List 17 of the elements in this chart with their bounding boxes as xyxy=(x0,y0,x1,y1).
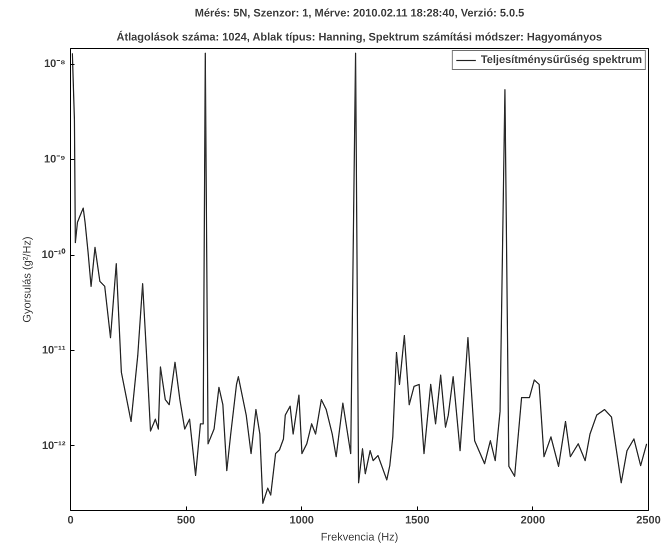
y-tick-label: 10⁻⁹ xyxy=(44,154,66,166)
y-tick-label: 10⁻¹¹ xyxy=(42,344,66,356)
x-tick-label: 2500 xyxy=(636,514,661,526)
y-tick-label: 10⁻¹² xyxy=(42,440,66,452)
x-axis-title: Frekvencia (Hz) xyxy=(320,532,398,544)
chart-title: Mérés: 5N, Szenzor: 1, Mérve: 2010.02.11 18:28:40, Verzió: 5.0.5 xyxy=(194,8,524,20)
x-tick-label: 1000 xyxy=(289,514,314,526)
y-axis-title: Gyorsulás (g²/Hz) xyxy=(22,236,34,323)
x-tick-label: 2000 xyxy=(520,514,546,526)
y-tick-label: 10⁻¹⁰ xyxy=(42,248,66,262)
x-tick-label: 1500 xyxy=(405,514,430,526)
x-tick-label: 500 xyxy=(176,514,196,526)
chart-subtitle: Átlagolások száma: 1024, Ablak típus: Hanning, Spektrum számítási módszer: Hagyományos xyxy=(116,30,602,44)
y-tick-label: 10⁻⁸ xyxy=(44,58,66,70)
legend-label: Teljesítménysűrűség spektrum xyxy=(480,54,642,66)
x-tick-label: 0 xyxy=(67,514,74,526)
line-series xyxy=(72,52,648,504)
